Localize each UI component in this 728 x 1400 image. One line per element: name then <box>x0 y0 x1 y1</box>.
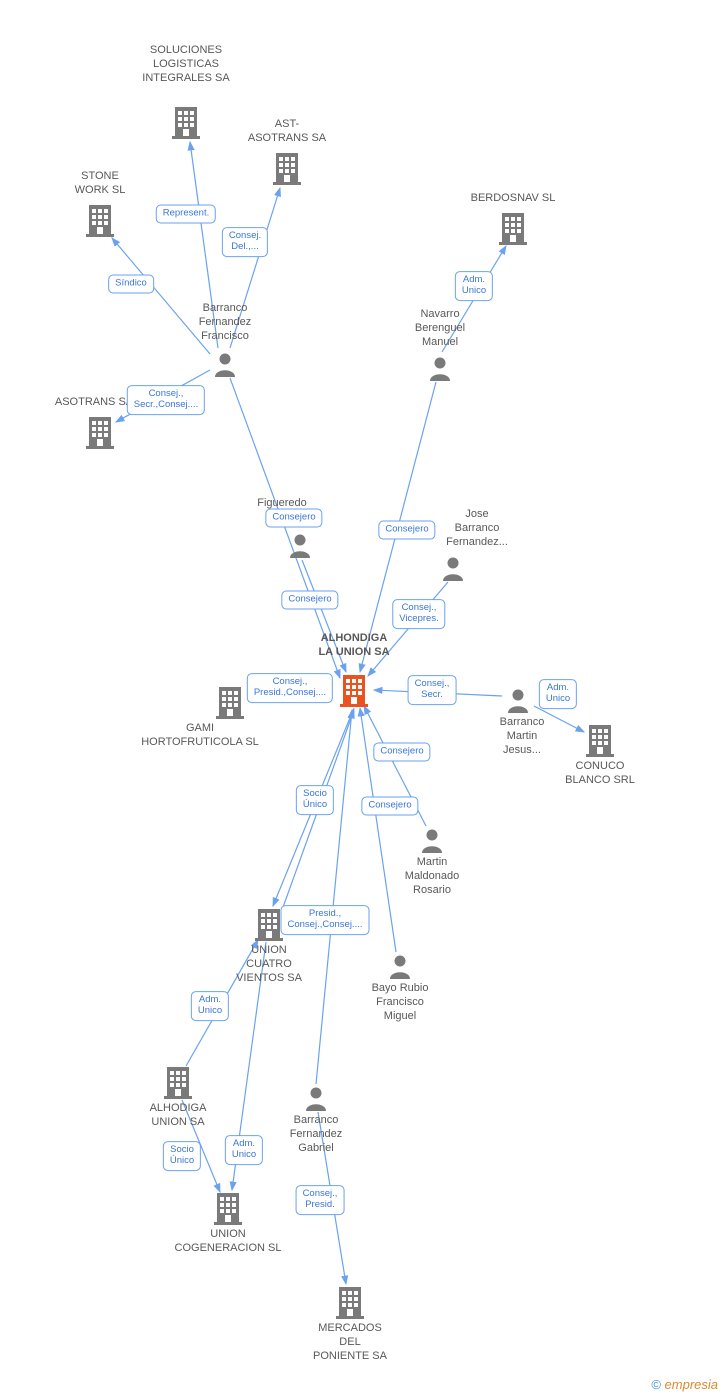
company-node-soluciones[interactable] <box>171 105 201 139</box>
edge-label-bff-asttrans-1: Consej. Del.,... <box>222 227 268 257</box>
node-label-unioncog: UNION COGENERACION SL <box>175 1228 282 1256</box>
edge-label-bff-soluciones-0: Represent. <box>156 205 216 224</box>
node-label-soluciones: SOLUCIONES LOGISTICAS INTEGRALES SA <box>142 44 229 85</box>
node-label-bmj: Barranco Martin Jesus... <box>500 716 545 757</box>
node-label-gami: GAMI HORTOFRUTICOLA SL <box>141 722 259 750</box>
copyright-symbol: © <box>651 1377 661 1392</box>
node-label-mmr: Martin Maldonado Rosario <box>405 856 459 897</box>
node-label-alhondiga: ALHONDIGA LA UNION SA <box>318 632 389 660</box>
edge-label-nbm-berdosnav-5: Adm. Unico <box>455 271 493 301</box>
company-node-mercados[interactable] <box>335 1285 365 1319</box>
edge-label-nbm-alhondiga-6: Consejero <box>378 521 435 540</box>
edge-label-bff-stonework-2: Síndico <box>108 275 154 294</box>
company-node-conuco[interactable] <box>585 723 615 757</box>
company-node-asttrans[interactable] <box>272 151 302 185</box>
node-label-berdosnav: BERDOSNAV SL <box>471 192 556 206</box>
edge-label-fig-alhondiga-7: Consejero <box>281 591 338 610</box>
node-label-asotrans: ASOTRANS SA <box>55 396 133 410</box>
person-node-mmr[interactable] <box>419 827 445 853</box>
brand-name: empresia <box>665 1377 718 1392</box>
edge-label-bmj-conuco-11: Adm. Unico <box>539 679 577 709</box>
edge-label-alhodiga-unioncog-17: Socio Único <box>163 1141 201 1171</box>
edge-label-alhodiga-unioncv-16: Adm. Unico <box>191 991 229 1021</box>
edge-label-brfm-alhondiga-13: Consejero <box>361 797 418 816</box>
person-node-nbm[interactable] <box>427 355 453 381</box>
node-label-mercados: MERCADOS DEL PONIENTE SA <box>313 1322 387 1363</box>
node-label-conuco: CONUCO BLANCO SRL <box>565 760 635 788</box>
person-node-bmj[interactable] <box>505 687 531 713</box>
edge-label-jbf-alhondiga-9: Consej., Vicepres. <box>392 599 445 629</box>
edge-label-mmr-alhondiga-12: Consejero <box>373 743 430 762</box>
person-node-brfm[interactable] <box>387 953 413 979</box>
person-node-bff[interactable] <box>212 351 238 377</box>
node-label-bfg: Barranco Fernandez Gabriel <box>290 1114 343 1155</box>
company-node-berdosnav[interactable] <box>498 211 528 245</box>
copyright-footer: © empresia <box>651 1377 718 1392</box>
company-node-alhodiga[interactable] <box>163 1065 193 1099</box>
edge-label-bff-asotrans-3: Consej., Secr.,Consej.... <box>127 385 205 415</box>
node-label-nbm: Navarro Berenguel Manuel <box>415 308 465 349</box>
node-label-asttrans: AST- ASOTRANS SA <box>248 118 326 146</box>
person-node-bfg[interactable] <box>303 1085 329 1111</box>
edge-label-bfg-mercados-20: Consej., Presid. <box>296 1185 345 1215</box>
company-node-alhondiga[interactable] <box>339 673 369 707</box>
company-node-asotrans[interactable] <box>85 415 115 449</box>
node-label-bff: Barranco Fernandez Francisco <box>199 302 252 343</box>
company-node-stonework[interactable] <box>85 203 115 237</box>
company-node-gami[interactable] <box>215 685 245 719</box>
node-label-brfm: Bayo Rubio Francisco Miguel <box>372 982 429 1023</box>
edge-label-bff-alhondiga-4: Consej., Presid.,Consej.... <box>247 673 333 703</box>
edge-label-alhondiga-unioncv-14: Socio Único <box>296 785 334 815</box>
node-label-alhodiga: ALHODIGA UNION SA <box>150 1102 207 1130</box>
company-node-unioncog[interactable] <box>213 1191 243 1225</box>
company-node-unioncv[interactable] <box>254 907 284 941</box>
edge-label-fig-fig-8: Consejero <box>265 509 322 528</box>
node-label-stonework: STONE WORK SL <box>75 170 126 198</box>
edge-bff-stonework <box>112 238 210 354</box>
edge-label-unioncv-unioncog-18: Adm. Unico <box>225 1135 263 1165</box>
person-node-fig[interactable] <box>287 532 313 558</box>
person-node-jbf[interactable] <box>440 555 466 581</box>
edge-label-unioncv-alhondiga-15: Presid., Consej.,Consej.... <box>281 905 370 935</box>
node-label-jbf: Jose Barranco Fernandez... <box>446 508 508 549</box>
edge-label-bmj-alhondiga-10: Consej., Secr. <box>408 675 457 705</box>
node-label-unioncv: UNION CUATRO VIENTOS SA <box>236 944 302 985</box>
